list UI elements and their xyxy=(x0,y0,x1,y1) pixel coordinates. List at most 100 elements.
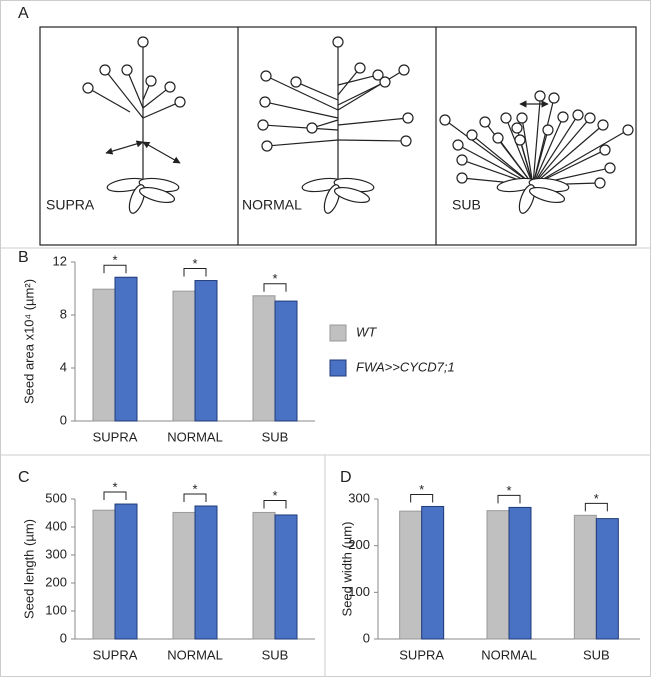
y-tick-label: 0 xyxy=(60,412,67,427)
stem xyxy=(532,100,541,186)
flower xyxy=(372,69,384,81)
y-tick-label: 8 xyxy=(60,306,67,321)
branch xyxy=(107,73,144,119)
branch xyxy=(337,75,374,86)
significance-label: * xyxy=(112,479,117,494)
x-tick-label: SUPRA xyxy=(93,647,138,662)
flower xyxy=(604,162,616,174)
y-tick-label: 100 xyxy=(45,602,67,617)
significance-bracket xyxy=(410,493,434,503)
y-tick-label: 200 xyxy=(45,574,67,589)
bar xyxy=(274,514,298,640)
bar xyxy=(486,510,510,640)
bar xyxy=(194,505,218,640)
branch xyxy=(532,121,562,186)
flower xyxy=(439,114,451,126)
significance-label: * xyxy=(272,488,277,503)
legend-swatch xyxy=(329,324,347,342)
flower xyxy=(622,124,634,136)
flower xyxy=(466,129,478,141)
x-tick-label: SUB xyxy=(262,647,289,662)
flower xyxy=(332,36,344,48)
flower xyxy=(174,96,186,108)
flower xyxy=(584,112,596,124)
y-axis-label: Seed area x10⁴ (µm²) xyxy=(21,279,36,404)
flower xyxy=(557,111,569,123)
flower xyxy=(260,70,272,82)
flower xyxy=(121,64,133,76)
significance-label: * xyxy=(192,481,197,496)
flower xyxy=(500,112,512,124)
caption: SUB xyxy=(452,197,481,213)
branch xyxy=(337,71,358,96)
flower xyxy=(599,144,611,156)
flower xyxy=(479,116,491,128)
bar xyxy=(274,300,298,422)
legend-label: WT xyxy=(356,324,377,339)
y-tick-label: 300 xyxy=(45,546,67,561)
caption: SUPRA xyxy=(46,197,95,213)
flower xyxy=(398,64,410,76)
y-tick-label: 4 xyxy=(60,359,67,374)
branch xyxy=(337,139,402,142)
y-tick-label: 0 xyxy=(363,630,370,645)
significance-label: * xyxy=(594,491,599,506)
x-tick-label: NORMAL xyxy=(167,647,223,662)
branch xyxy=(269,102,339,119)
flower xyxy=(164,81,176,93)
panel-label: D xyxy=(340,469,352,486)
significance-label: * xyxy=(192,256,197,271)
significance-bracket xyxy=(183,268,207,277)
leaf xyxy=(528,186,566,204)
branch xyxy=(532,127,600,186)
branch xyxy=(507,122,534,186)
y-tick-label: 200 xyxy=(348,537,370,552)
panel-label: B xyxy=(18,249,29,266)
bar xyxy=(194,280,218,422)
significance-bracket xyxy=(263,499,287,509)
branch xyxy=(142,89,167,109)
significance-label: * xyxy=(419,482,424,497)
flower xyxy=(456,172,468,184)
flower xyxy=(572,109,584,121)
flower xyxy=(452,139,464,151)
y-tick-label: 400 xyxy=(45,518,67,533)
branch xyxy=(142,85,150,101)
branch xyxy=(337,72,401,111)
flower xyxy=(511,122,523,134)
flower xyxy=(82,82,94,94)
legend-swatch xyxy=(329,359,347,377)
bar xyxy=(92,288,116,422)
branch xyxy=(270,77,339,111)
branch xyxy=(532,121,588,186)
flower xyxy=(594,177,606,189)
flower xyxy=(534,90,546,102)
flower xyxy=(306,122,318,134)
flower xyxy=(261,140,273,152)
branch xyxy=(267,124,339,131)
flower xyxy=(99,64,111,76)
branch xyxy=(316,119,339,128)
x-tick-label: NORMAL xyxy=(167,429,223,444)
flower xyxy=(542,124,554,136)
bar xyxy=(172,511,196,640)
bar xyxy=(114,276,138,422)
x-tick-label: SUPRA xyxy=(399,647,444,662)
flower xyxy=(514,134,526,146)
flower xyxy=(492,132,504,144)
bar xyxy=(421,505,445,640)
flower xyxy=(548,92,560,104)
x-tick-label: NORMAL xyxy=(481,647,537,662)
flower xyxy=(379,76,391,88)
significance-bracket xyxy=(103,491,127,501)
x-tick-label: SUB xyxy=(262,429,289,444)
branch xyxy=(337,83,381,106)
significance-bracket xyxy=(497,494,521,504)
bar xyxy=(573,514,597,640)
branch xyxy=(128,74,144,109)
branch xyxy=(337,117,404,126)
branch xyxy=(520,144,534,186)
flower xyxy=(259,96,271,108)
flower xyxy=(137,36,149,48)
